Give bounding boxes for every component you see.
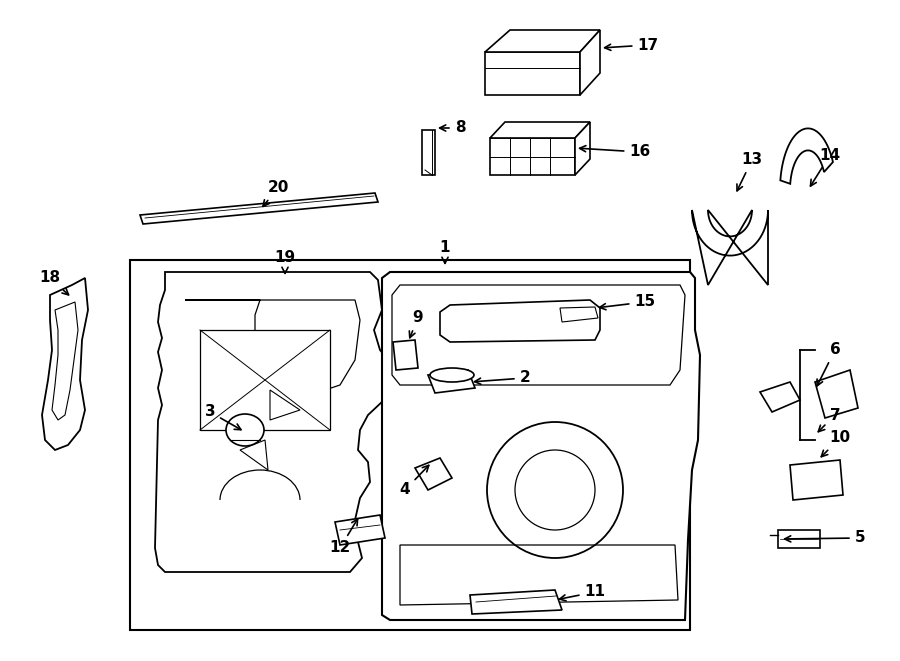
Text: 2: 2 <box>474 371 530 385</box>
Text: 8: 8 <box>439 120 465 136</box>
Polygon shape <box>780 128 832 184</box>
Text: 6: 6 <box>817 342 841 386</box>
Polygon shape <box>335 515 385 545</box>
Ellipse shape <box>430 368 474 382</box>
Polygon shape <box>422 130 435 175</box>
Polygon shape <box>270 390 300 420</box>
Polygon shape <box>155 272 392 572</box>
Text: 14: 14 <box>811 147 841 186</box>
Polygon shape <box>393 340 418 370</box>
Text: 15: 15 <box>599 295 655 310</box>
Polygon shape <box>140 193 378 224</box>
Polygon shape <box>692 210 768 285</box>
Polygon shape <box>490 138 575 175</box>
Text: 1: 1 <box>440 241 450 263</box>
Text: 18: 18 <box>40 270 68 295</box>
Polygon shape <box>790 460 843 500</box>
Polygon shape <box>240 440 268 470</box>
Bar <box>200 330 330 430</box>
Text: 4: 4 <box>400 465 428 498</box>
Text: 12: 12 <box>329 519 357 555</box>
Text: 11: 11 <box>560 584 606 601</box>
Polygon shape <box>185 300 360 395</box>
Polygon shape <box>580 30 600 95</box>
Polygon shape <box>490 122 590 138</box>
Text: 13: 13 <box>737 153 762 191</box>
Bar <box>130 260 690 630</box>
Polygon shape <box>485 52 580 95</box>
Text: 10: 10 <box>822 430 850 457</box>
Text: 7: 7 <box>818 407 841 432</box>
Polygon shape <box>575 122 590 175</box>
Polygon shape <box>760 382 800 412</box>
Text: 19: 19 <box>274 251 295 274</box>
Polygon shape <box>778 530 820 548</box>
Text: 5: 5 <box>785 531 865 545</box>
Text: 17: 17 <box>605 38 659 52</box>
Polygon shape <box>382 272 700 620</box>
Polygon shape <box>428 370 475 393</box>
Text: 20: 20 <box>263 180 289 206</box>
Text: 9: 9 <box>410 311 423 338</box>
Polygon shape <box>392 285 685 385</box>
Polygon shape <box>470 590 562 614</box>
Polygon shape <box>400 545 678 605</box>
Text: 16: 16 <box>580 145 651 159</box>
Text: 3: 3 <box>204 405 241 430</box>
Polygon shape <box>815 370 858 418</box>
Ellipse shape <box>226 414 264 446</box>
Polygon shape <box>42 278 88 450</box>
Polygon shape <box>560 307 598 322</box>
Polygon shape <box>415 458 452 490</box>
Polygon shape <box>485 30 600 52</box>
Polygon shape <box>52 302 78 420</box>
Polygon shape <box>440 300 600 342</box>
